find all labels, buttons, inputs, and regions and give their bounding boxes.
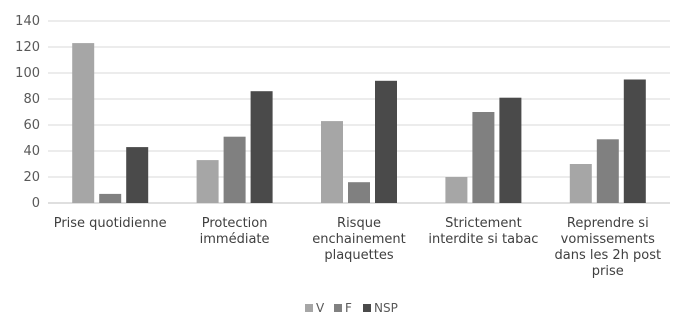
y-tick-label: 40 <box>23 144 40 159</box>
category-label-line: prise <box>592 264 624 279</box>
category-label-line: plaquettes <box>324 248 394 263</box>
bar-nsp-3 <box>499 97 522 203</box>
y-tick-label: 140 <box>15 14 40 29</box>
bar-v-0 <box>72 43 95 203</box>
y-tick-label: 120 <box>15 40 40 55</box>
bar-f-0 <box>99 193 122 203</box>
legend-label-nsp: NSP <box>374 301 398 315</box>
category-label-line: interdite si tabac <box>428 232 538 247</box>
legend-swatch-f <box>334 304 342 312</box>
category-label-line: immédiate <box>200 232 270 247</box>
category-label: Protection immédiate <box>200 216 270 247</box>
y-tick-label: 60 <box>23 118 40 133</box>
gridlines <box>48 20 670 204</box>
legend-swatch-nsp <box>363 304 371 312</box>
category-label-line: Reprendre si <box>567 216 649 231</box>
y-tick-label: 80 <box>23 92 40 107</box>
category-label-line: Prise quotidienne <box>54 216 167 231</box>
bar-f-4 <box>596 139 619 203</box>
y-axis-tick-labels: 0 20 40 60 80 100 120 140 <box>15 14 40 211</box>
bar-f-2 <box>348 182 370 203</box>
y-tick-label: 20 <box>23 170 40 185</box>
bar-nsp-1 <box>250 91 273 203</box>
bar-v-2 <box>321 121 343 203</box>
category-label: Prise quotidienne <box>54 216 167 231</box>
category-label: Risque enchainement plaquettes <box>312 216 405 263</box>
y-tick-label: 100 <box>15 66 40 81</box>
bar-v-4 <box>569 164 592 203</box>
bars <box>72 43 646 203</box>
category-label-line: dans les 2h post <box>554 248 661 263</box>
category-label-line: Strictement <box>445 216 522 231</box>
legend-swatch-v <box>305 304 313 312</box>
bar-v-3 <box>445 177 468 203</box>
legend: V F NSP <box>305 301 398 315</box>
bar-nsp-2 <box>375 80 397 203</box>
category-label: Strictement interdite si tabac <box>428 216 538 247</box>
y-tick-label: 0 <box>32 196 40 211</box>
bar-nsp-4 <box>623 79 646 203</box>
category-label-line: enchainement <box>312 232 405 247</box>
category-label-line: vomissements <box>561 232 655 247</box>
category-label: Reprendre si vomissements dans les 2h post… <box>554 216 661 279</box>
legend-label-f: F <box>345 301 352 315</box>
legend-label-v: V <box>316 301 325 315</box>
bar-f-3 <box>472 112 495 203</box>
bar-v-1 <box>196 160 219 203</box>
category-label-line: Risque <box>337 216 381 231</box>
category-label-line: Protection <box>202 216 268 231</box>
bar-f-1 <box>223 136 246 203</box>
bar-nsp-0 <box>126 147 149 203</box>
x-axis-category-labels: Prise quotidienne Protection immédiate Risq… <box>54 216 661 279</box>
